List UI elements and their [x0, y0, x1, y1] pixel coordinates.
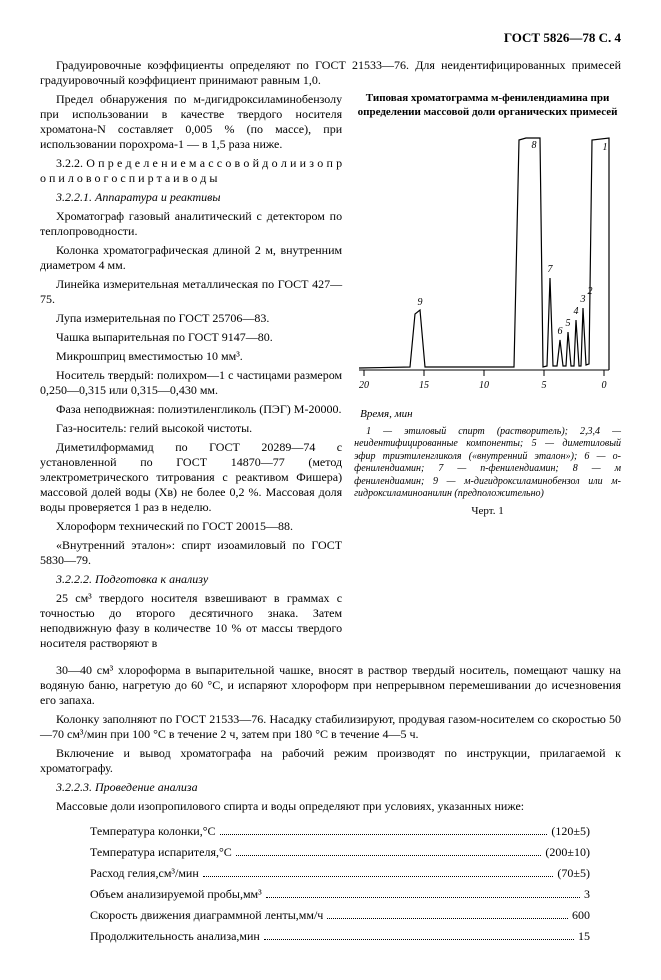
apparatus-line: Чашка выпарительная по ГОСТ 9147—80. [40, 330, 342, 345]
condition-label: Объем анализируемой пробы,мм³ [90, 887, 262, 902]
right-column: Типовая хроматограмма м-фенилендиамина п… [354, 92, 621, 655]
svg-text:6: 6 [558, 326, 563, 337]
condition-label: Продолжительность анализа,мин [90, 929, 260, 944]
page-header: ГОСТ 5826—78 С. 4 [40, 30, 621, 46]
after-p2: Колонку заполняют по ГОСТ 21533—76. Наса… [40, 712, 621, 742]
figure-legend: 1 — этиловый спирт (растворитель); 2,3,4… [354, 426, 621, 501]
svg-text:7: 7 [548, 264, 554, 275]
two-column-region: Предел обнаружения по м-дигидроксиламино… [40, 92, 621, 655]
left-column: Предел обнаружения по м-дигидроксиламино… [40, 92, 342, 655]
conditions-table: Температура колонки,°С (120±5) Температу… [90, 824, 590, 944]
apparatus-line: Линейка измерительная металлическая по Г… [40, 277, 342, 307]
condition-value: 3 [584, 887, 590, 902]
apparatus-line: Хлороформ технический по ГОСТ 20015—88. [40, 519, 342, 534]
svg-text:10: 10 [479, 380, 489, 391]
apparatus-line: Газ-носитель: гелий высокой чистоты. [40, 421, 342, 436]
svg-text:2: 2 [588, 286, 593, 297]
condition-row: Температура колонки,°С (120±5) [90, 824, 590, 839]
condition-label: Расход гелия,см³/мин [90, 866, 199, 881]
dots [266, 897, 580, 898]
svg-text:5: 5 [542, 380, 547, 391]
svg-text:1: 1 [603, 142, 608, 153]
axis-label: Время, мин [360, 408, 621, 422]
svg-text:5: 5 [566, 318, 571, 329]
apparatus-line: Носитель твердый: полихром—1 с частицами… [40, 368, 342, 398]
after-p1: 30—40 см³ хлороформа в выпарительной чаш… [40, 663, 621, 708]
condition-value: 600 [572, 908, 590, 923]
figure-number: Черт. 1 [354, 505, 621, 519]
condition-value: (120±5) [551, 824, 590, 839]
dots [327, 918, 568, 919]
condition-row: Температура испарителя,°С (200±10) [90, 845, 590, 860]
intro-p1: Градуировочные коэффициенты определяют п… [40, 58, 621, 88]
after-p3: Включение и вывод хроматографа на рабочи… [40, 746, 621, 776]
condition-value: 15 [578, 929, 590, 944]
apparatus-line: Колонка хроматографическая длиной 2 м, в… [40, 243, 342, 273]
svg-text:20: 20 [359, 380, 369, 391]
dots [236, 855, 542, 856]
sec-3-2-2: 3.2.2. О п р е д е л е н и е м а с с о в… [40, 156, 342, 186]
condition-row: Скорость движения диаграммной ленты,мм/ч… [90, 908, 590, 923]
apparatus-line: Фаза неподвижная: полиэтиленгликоль (ПЭГ… [40, 402, 342, 417]
svg-text:3: 3 [580, 294, 586, 305]
condition-row: Объем анализируемой пробы,мм³ 3 [90, 887, 590, 902]
intro-p2: Предел обнаружения по м-дигидроксиламино… [40, 92, 342, 152]
condition-value: (200±10) [545, 845, 590, 860]
condition-row: Расход гелия,см³/мин (70±5) [90, 866, 590, 881]
sec-3-2-2-2: 3.2.2.2. Подготовка к анализу [40, 572, 342, 587]
apparatus-line: Диметилформамид по ГОСТ 20289—74 с устан… [40, 440, 342, 515]
condition-row: Продолжительность анализа,мин 15 [90, 929, 590, 944]
dots [220, 834, 548, 835]
condition-label: Скорость движения диаграммной ленты,мм/ч [90, 908, 323, 923]
prep-line: 25 см³ твердого носителя взвешивают в гр… [40, 591, 342, 651]
condition-label: Температура испарителя,°С [90, 845, 232, 860]
apparatus-line: Хроматограф газовый аналитический с дете… [40, 209, 342, 239]
apparatus-line: Микрошприц вместимостью 10 мм³. [40, 349, 342, 364]
after-p4: Массовые доли изопропилового спирта и во… [40, 799, 621, 814]
svg-text:8: 8 [532, 140, 537, 151]
apparatus-line: Лупа измерительная по ГОСТ 25706—83. [40, 311, 342, 326]
svg-text:9: 9 [418, 297, 423, 308]
svg-text:4: 4 [574, 306, 579, 317]
figure-caption: Типовая хроматограмма м-фенилендиамина п… [354, 92, 621, 120]
svg-text:15: 15 [419, 380, 429, 391]
sec-3-2-2-3: 3.2.2.3. Проведение анализа [40, 780, 621, 795]
svg-text:0: 0 [602, 380, 607, 391]
condition-value: (70±5) [557, 866, 590, 881]
dots [264, 939, 574, 940]
apparatus-line: «Внутренний эталон»: спирт изоамиловый п… [40, 538, 342, 568]
dots [203, 876, 554, 877]
sec-3-2-2-1: 3.2.2.1. Аппаратура и реактивы [40, 190, 342, 205]
condition-label: Температура колонки,°С [90, 824, 216, 839]
chromatogram-chart: 20 15 10 5 0 9 8 7 6 5 4 3 2 1 [354, 130, 614, 400]
